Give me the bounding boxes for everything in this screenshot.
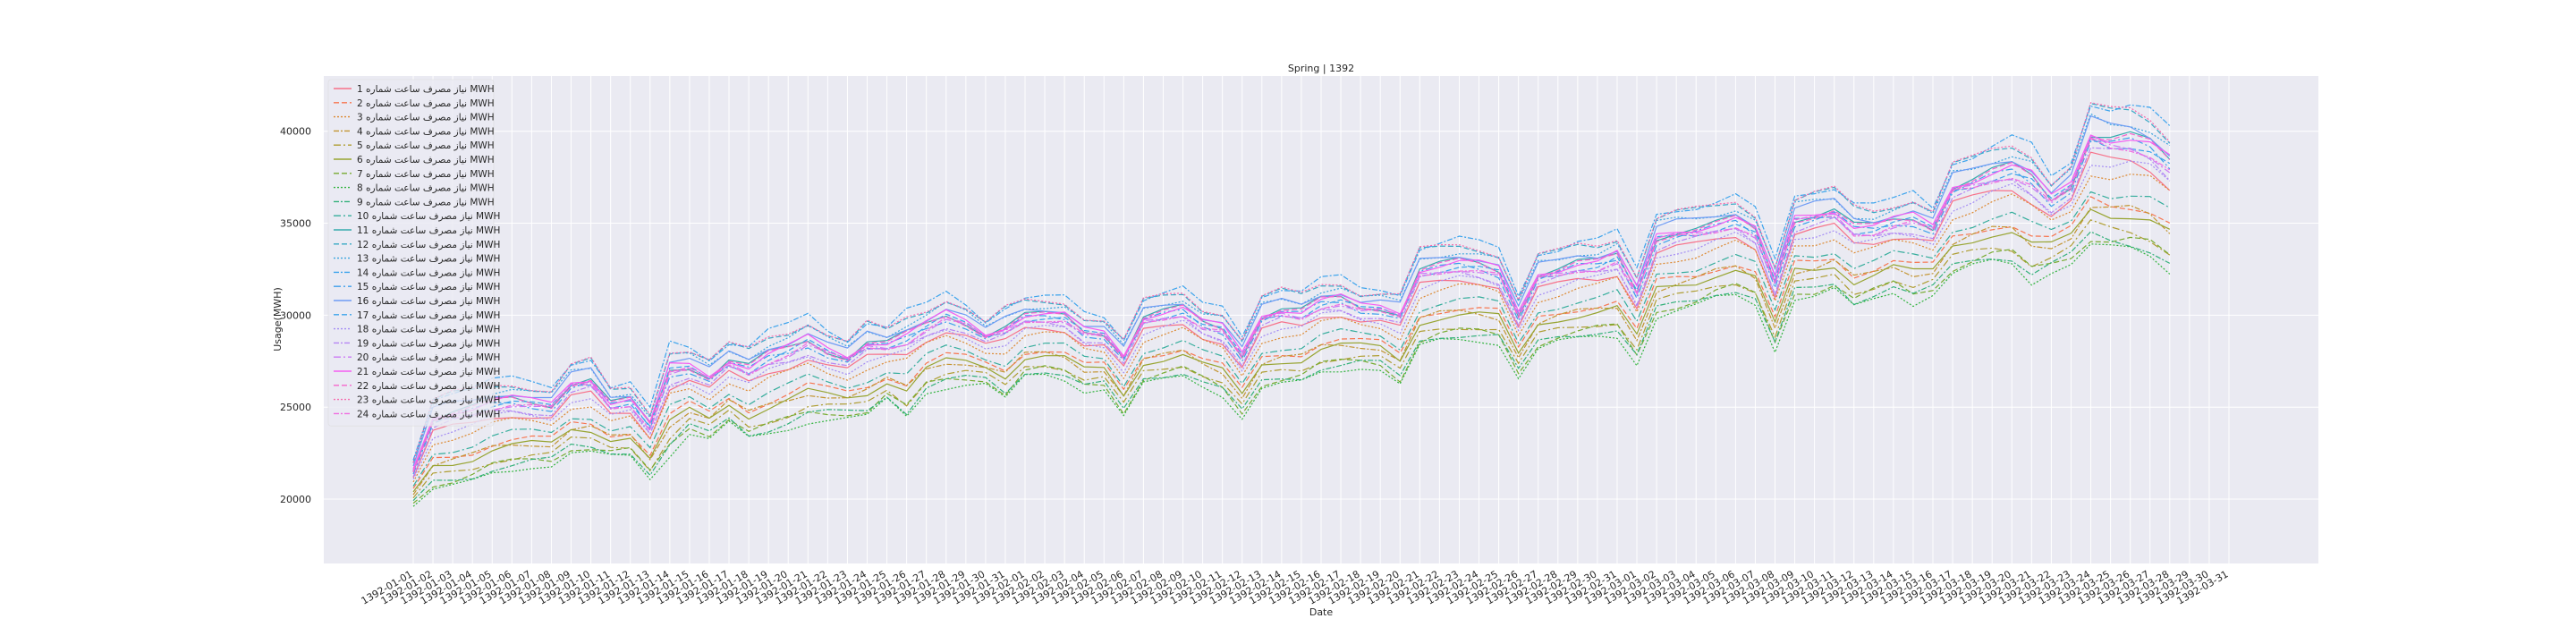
series-line-23 xyxy=(412,102,2171,463)
legend-label: نیاز مصرف ساعت شماره 3 MWH xyxy=(357,113,495,123)
legend-label: نیاز مصرف ساعت شماره 23 MWH xyxy=(357,395,500,406)
series-line-19 xyxy=(412,147,2171,478)
y-tick-labels: 20000 25000 30000 35000 40000 xyxy=(280,126,311,505)
series-line-16 xyxy=(412,114,2171,467)
legend-label: نیاز مصرف ساعت شماره 24 MWH xyxy=(357,409,500,419)
legend-label: نیاز مصرف ساعت شماره 5 MWH xyxy=(357,140,495,151)
legend-label: نیاز مصرف ساعت شماره 20 MWH xyxy=(357,352,500,363)
series-line-24 xyxy=(412,137,2171,471)
series-line-7 xyxy=(412,236,2171,504)
series-line-1 xyxy=(412,151,2171,479)
legend: نیاز مصرف ساعت شماره 1 MWH نیاز مصرف ساعت… xyxy=(327,79,500,427)
legend-label: نیاز مصرف ساعت شماره 12 MWH xyxy=(357,240,500,250)
legend-label: نیاز مصرف ساعت شماره 11 MWH xyxy=(357,225,500,236)
legend-label: نیاز مصرف ساعت شماره 15 MWH xyxy=(357,282,500,292)
series-line-22 xyxy=(412,132,2171,473)
series-lines xyxy=(412,102,2171,507)
x-axis-label: Date xyxy=(1309,606,1334,618)
y-tick-label: 40000 xyxy=(280,126,311,138)
legend-label: نیاز مصرف ساعت شماره 8 MWH xyxy=(357,183,495,194)
legend-label: نیاز مصرف ساعت شماره 17 MWH xyxy=(357,310,500,321)
series-line-4 xyxy=(412,204,2171,496)
series-line-9 xyxy=(412,231,2171,502)
series-line-18 xyxy=(412,160,2171,480)
y-tick-label: 35000 xyxy=(280,218,311,230)
chart-title: Spring | 1392 xyxy=(1288,63,1354,74)
legend-label: نیاز مصرف ساعت شماره 2 MWH xyxy=(357,98,495,109)
series-line-21 xyxy=(412,134,2171,470)
y-tick-label: 20000 xyxy=(280,494,311,505)
y-tick-label: 30000 xyxy=(280,309,311,321)
series-line-15 xyxy=(412,137,2171,475)
legend-label: نیاز مصرف ساعت شماره 10 MWH xyxy=(357,211,500,222)
series-line-6 xyxy=(412,208,2171,493)
legend-label: نیاز مصرف ساعت شماره 9 MWH xyxy=(357,197,495,208)
legend-label: نیاز مصرف ساعت شماره 16 MWH xyxy=(357,296,500,307)
legend-label: نیاز مصرف ساعت شماره 6 MWH xyxy=(357,155,495,165)
legend-label: نیاز مصرف ساعت شماره 1 MWH xyxy=(357,84,495,95)
series-line-5 xyxy=(412,219,2171,499)
legend-label: نیاز مصرف ساعت شماره 13 MWH xyxy=(357,254,500,265)
series-line-2 xyxy=(412,196,2171,489)
y-tick-label: 25000 xyxy=(280,402,311,413)
legend-label: نیاز مصرف ساعت شماره 21 MWH xyxy=(357,367,500,377)
legend-frame xyxy=(327,79,495,427)
legend-label: نیاز مصرف ساعت شماره 22 MWH xyxy=(357,381,500,392)
x-tick-labels: 1392-01-011392-01-021392-01-031392-01-04… xyxy=(360,568,2231,606)
legend-label: نیاز مصرف ساعت شماره 19 MWH xyxy=(357,338,500,349)
series-line-14 xyxy=(412,104,2171,461)
series-line-10 xyxy=(412,191,2171,487)
legend-label: نیاز مصرف ساعت شماره 14 MWH xyxy=(357,267,500,278)
legend-label: نیاز مصرف ساعت شماره 4 MWH xyxy=(357,126,495,137)
y-axis-label: Usage(MWH) xyxy=(272,287,284,352)
series-line-20 xyxy=(412,134,2171,471)
legend-label: نیاز مصرف ساعت شماره 7 MWH xyxy=(357,169,495,180)
legend-label: نیاز مصرف ساعت شماره 18 MWH xyxy=(357,325,500,335)
